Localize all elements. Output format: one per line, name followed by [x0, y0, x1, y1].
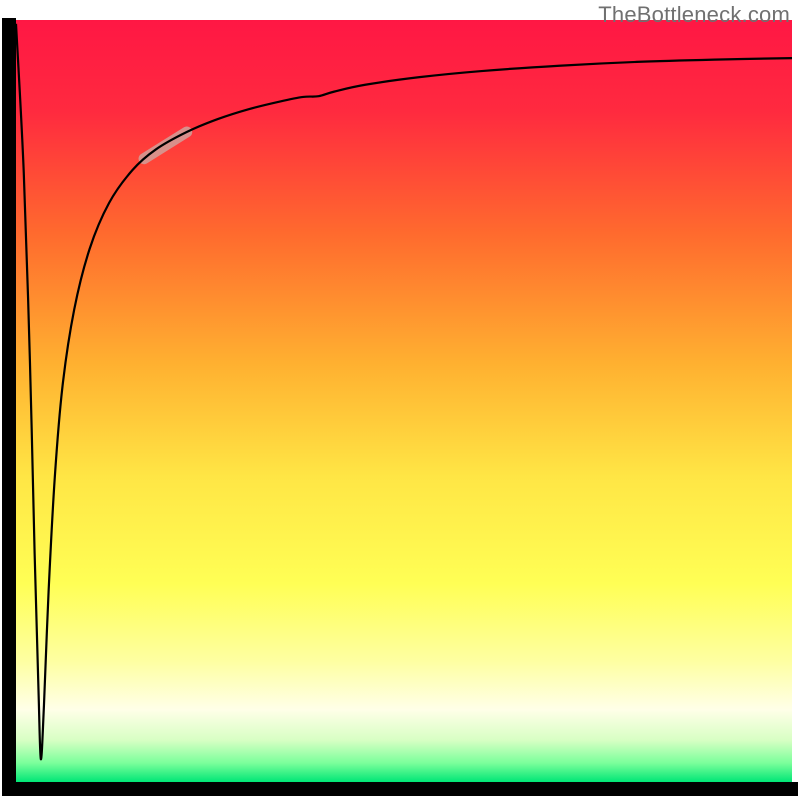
x-axis: [2, 782, 798, 796]
watermark-text: TheBottleneck.com: [598, 2, 790, 28]
plot-background: [16, 20, 792, 782]
bottleneck-chart: TheBottleneck.com: [0, 0, 800, 800]
y-axis: [2, 18, 16, 796]
chart-svg: [0, 0, 800, 800]
